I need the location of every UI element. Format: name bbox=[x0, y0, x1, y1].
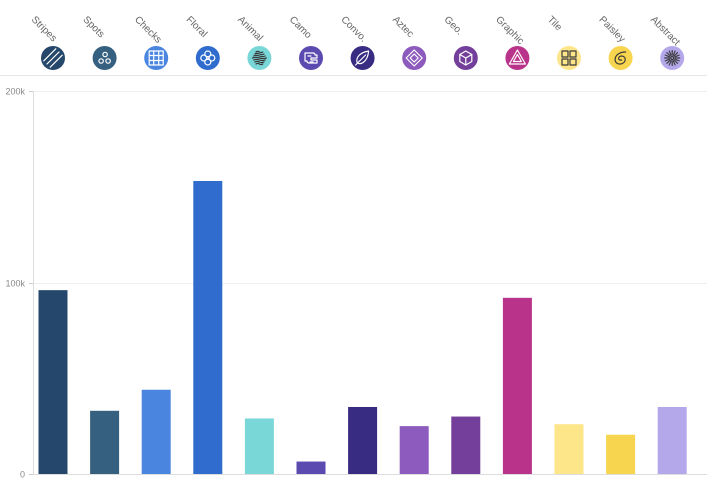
checks-icon bbox=[144, 46, 169, 70]
y-tick-label: 200k bbox=[5, 87, 25, 97]
icon-badge bbox=[144, 46, 169, 70]
y-tick-label: 100k bbox=[5, 279, 25, 289]
category-label: Checks bbox=[132, 14, 163, 45]
category-label: Convo. bbox=[338, 14, 368, 44]
bar-checks[interactable] bbox=[141, 389, 171, 474]
category-label: Stripes bbox=[29, 14, 59, 44]
icon-badge bbox=[660, 46, 685, 70]
animal-icon bbox=[247, 46, 272, 70]
tile-icon bbox=[557, 46, 581, 70]
category-label: Abstract bbox=[648, 14, 682, 48]
category-label: Tile bbox=[545, 14, 564, 33]
bar-tile[interactable] bbox=[554, 424, 584, 474]
y-axis: 0 100k 200k bbox=[5, 87, 34, 480]
bar-camo[interactable] bbox=[296, 461, 326, 474]
icon-badge bbox=[608, 46, 633, 70]
category-label: Geo. bbox=[442, 14, 465, 37]
paisley-icon bbox=[608, 46, 633, 70]
bar-geo[interactable] bbox=[451, 416, 481, 474]
bar-convo[interactable] bbox=[348, 406, 378, 474]
category-label: Graphic bbox=[493, 14, 526, 47]
category-label: Camo bbox=[287, 14, 314, 41]
category-header: Stripes Spots Checks Floral Animal Camo Convo.… bbox=[29, 14, 685, 70]
bar-abstract[interactable] bbox=[657, 406, 687, 474]
icon-badge bbox=[195, 46, 220, 70]
triangle-icon bbox=[505, 46, 530, 70]
category-label: Paisley bbox=[596, 14, 627, 45]
bar-stripes[interactable] bbox=[38, 290, 68, 474]
bars bbox=[38, 181, 687, 474]
bar-paisley[interactable] bbox=[606, 434, 636, 474]
icon-badge bbox=[92, 46, 117, 70]
spots-icon bbox=[92, 46, 117, 70]
stripes-icon bbox=[41, 46, 65, 70]
icon-badge bbox=[557, 46, 581, 70]
bar-spots[interactable] bbox=[90, 410, 120, 474]
category-label: Aztec bbox=[390, 14, 415, 39]
floral-icon bbox=[195, 46, 220, 70]
category-label: Spots bbox=[80, 14, 106, 40]
bar-graphic[interactable] bbox=[502, 297, 532, 474]
category-label: Floral bbox=[184, 14, 209, 39]
abstract-icon bbox=[660, 46, 685, 70]
y-tick-label: 0 bbox=[20, 470, 25, 480]
feather-icon bbox=[350, 46, 375, 70]
icon-badge bbox=[402, 46, 427, 70]
aztec-icon bbox=[402, 46, 427, 70]
grid-lines bbox=[33, 91, 707, 475]
camo-icon bbox=[299, 46, 323, 70]
bar-animal[interactable] bbox=[244, 418, 274, 474]
cube-icon bbox=[453, 46, 478, 70]
bar-floral[interactable] bbox=[193, 181, 223, 474]
bar-aztec[interactable] bbox=[399, 426, 429, 474]
category-label: Animal bbox=[235, 14, 264, 43]
